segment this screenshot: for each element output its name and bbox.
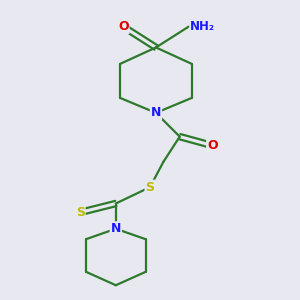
Text: O: O bbox=[207, 139, 218, 152]
Text: NH₂: NH₂ bbox=[190, 20, 215, 33]
Text: N: N bbox=[111, 222, 121, 235]
Text: O: O bbox=[118, 20, 129, 33]
Text: N: N bbox=[151, 106, 161, 119]
Text: S: S bbox=[146, 181, 154, 194]
Text: S: S bbox=[76, 206, 85, 219]
